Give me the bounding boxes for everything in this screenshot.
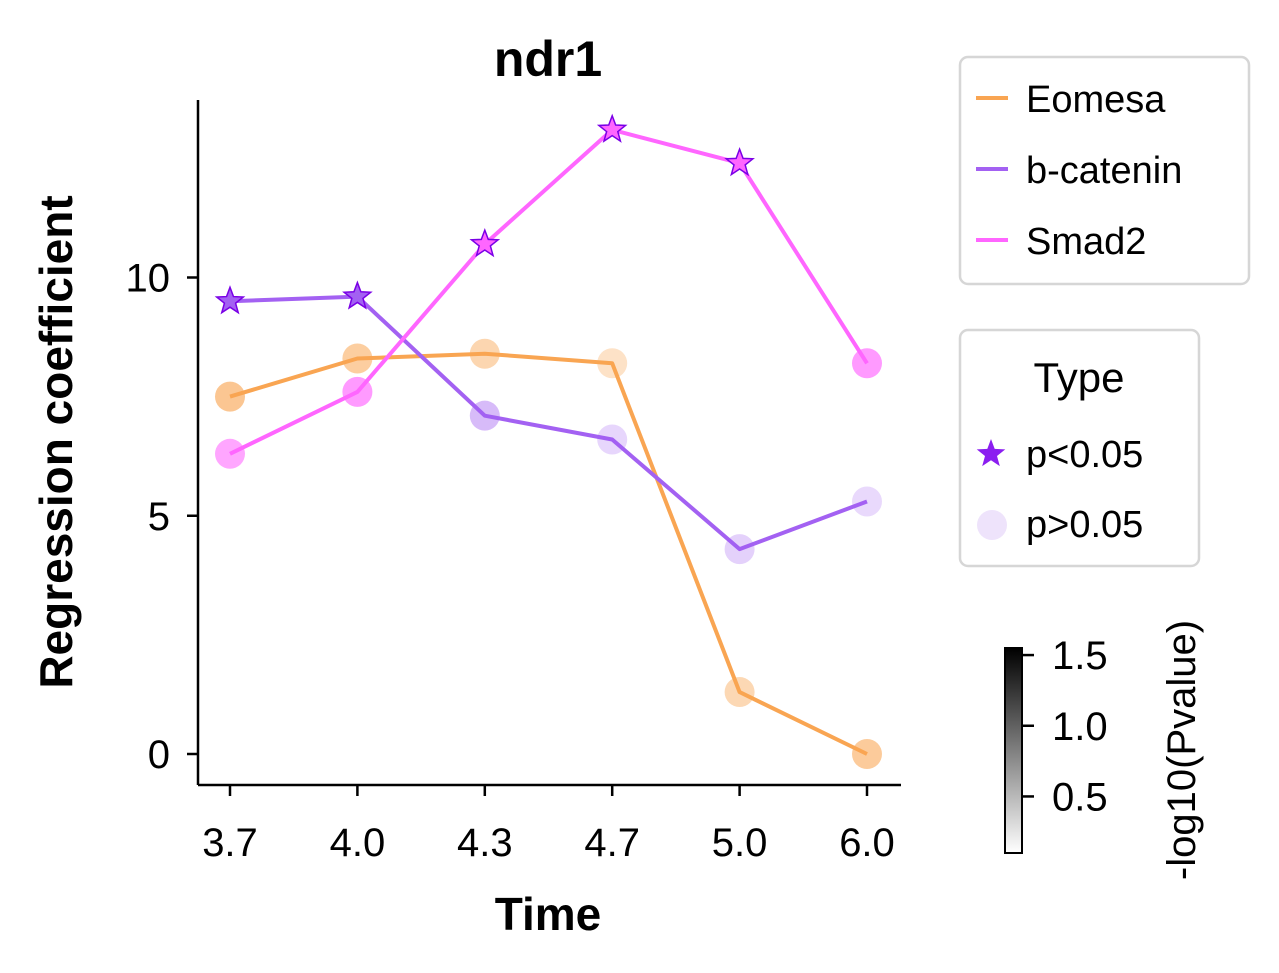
series-legend: Eomesa b-catenin Smad2 [958, 55, 1251, 286]
data-point-circle [852, 486, 882, 517]
star-icon [976, 439, 1006, 467]
type-legend-title: Type [1033, 354, 1124, 401]
y-axis-label: Regression coefficient [30, 195, 82, 688]
data-point-circle [342, 376, 373, 407]
circle-icon [977, 510, 1007, 540]
data-point-circle [215, 381, 245, 412]
data-point-circle [724, 534, 755, 565]
series-line [229, 294, 868, 552]
legend-label: Smad2 [1026, 221, 1146, 263]
x-tick-label: 4.7 [584, 821, 640, 865]
data-point-circle [342, 343, 373, 374]
data-point-star [469, 228, 501, 258]
y-ticks: 0 5 10 [126, 257, 198, 777]
x-axis-label: Time [495, 888, 602, 940]
data-point-circle [469, 400, 500, 431]
x-tick-label: 4.0 [330, 821, 386, 865]
data-point-star [596, 113, 628, 143]
series-line [229, 351, 868, 756]
data-point-star [724, 147, 755, 177]
type-legend-frame [958, 328, 1201, 568]
x-tick-label: 4.3 [457, 821, 513, 865]
data-point-circle [724, 677, 755, 708]
y-tick-label: 10 [126, 257, 171, 301]
data-point-circle [215, 438, 245, 469]
x-ticks: 3.7 4.0 4.3 4.7 5.0 6.0 [202, 785, 895, 865]
colorbar-tick-label: 0.5 [1052, 775, 1108, 819]
data-point-circle [597, 424, 628, 455]
data-point-circle [852, 739, 882, 769]
colorbar: 0.5 1.0 1.5 -log10(Pvalue) [1004, 620, 1204, 880]
data-point-star [214, 285, 246, 315]
series-legend-frame [958, 55, 1251, 286]
colorbar-tick-label: 1.5 [1052, 634, 1108, 678]
data-point-circle [469, 338, 500, 369]
type-legend-label-not-significant: p>0.05 [1026, 504, 1143, 546]
colorbar-gradient [1004, 647, 1023, 854]
series-line [229, 127, 869, 456]
colorbar-label: -log10(Pvalue) [1160, 620, 1204, 880]
type-legend: Type p<0.05 p>0.05 [958, 328, 1201, 568]
x-tick-label: 5.0 [712, 821, 768, 865]
legend-label: b-catenin [1026, 150, 1182, 192]
legend-label: Eomesa [1026, 79, 1166, 121]
series-lines [229, 127, 869, 756]
colorbar-tick-label: 1.0 [1052, 705, 1108, 749]
series-markers [214, 113, 882, 769]
data-point-circle [852, 348, 882, 379]
chart-title: ndr1 [494, 31, 602, 87]
data-point-star [342, 280, 373, 310]
x-tick-label: 6.0 [839, 821, 895, 865]
y-tick-label: 0 [148, 733, 170, 777]
x-tick-label: 3.7 [202, 821, 258, 865]
data-point-circle [597, 348, 628, 379]
type-legend-label-significant: p<0.05 [1026, 434, 1143, 476]
y-tick-label: 5 [148, 495, 170, 539]
plot-area: 0 5 10 3.7 4.0 4.3 4.7 5.0 6.0 [126, 100, 901, 865]
